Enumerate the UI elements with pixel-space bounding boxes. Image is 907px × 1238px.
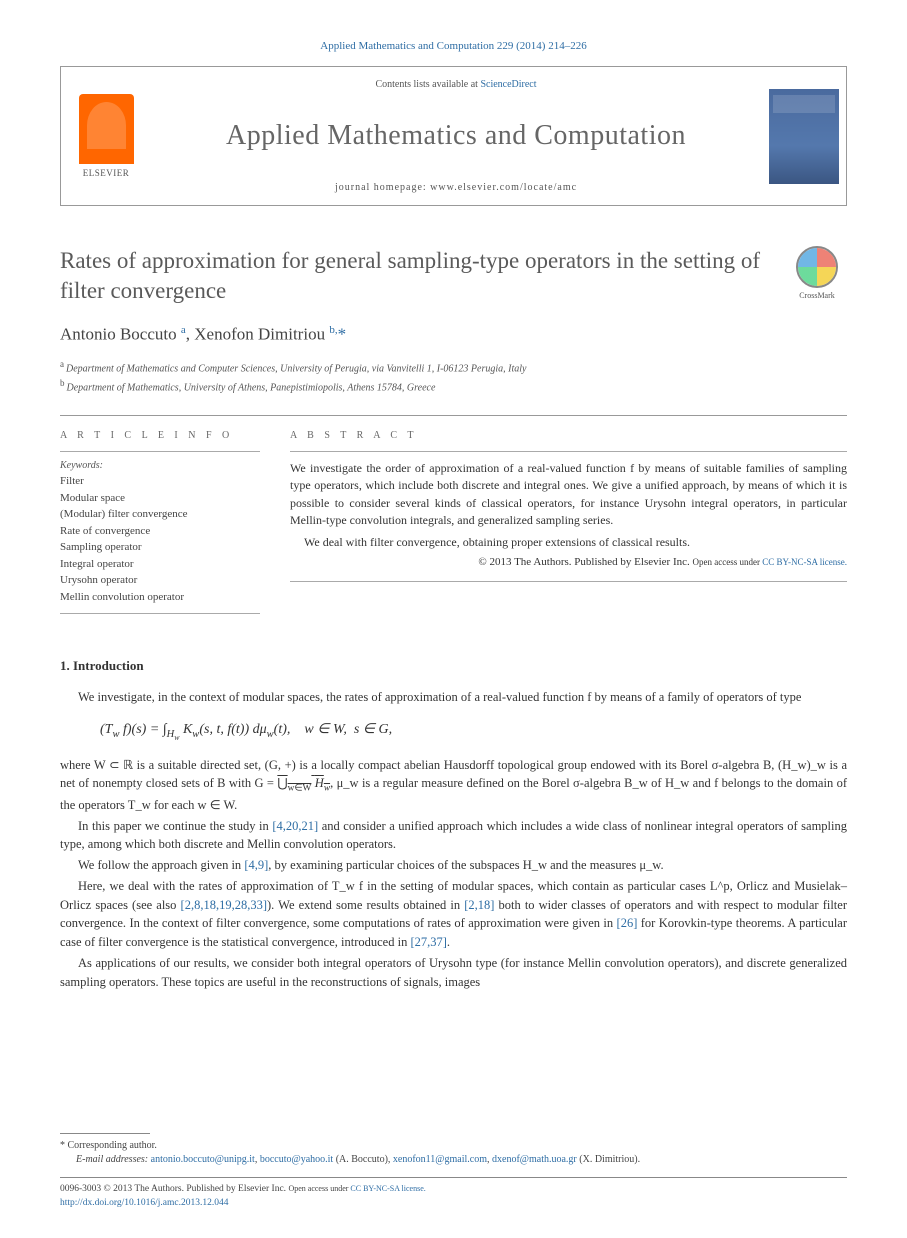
homepage-label: journal homepage: <box>335 182 430 193</box>
ref-4-9[interactable]: [4,9] <box>244 858 268 872</box>
ref-4-20-21[interactable]: [4,20,21] <box>272 819 318 833</box>
intro-p6: As applications of our results, we consi… <box>60 954 847 992</box>
journal-name: Applied Mathematics and Computation <box>161 120 751 152</box>
p5e: . <box>447 935 450 949</box>
aff-sup-b: b <box>60 378 65 388</box>
aff-text-a: Department of Mathematics and Computer S… <box>66 364 526 375</box>
corresponding-author: * Corresponding author. <box>60 1140 847 1151</box>
abstract-p1: We investigate the order of approximatio… <box>290 460 847 530</box>
divider <box>60 415 847 416</box>
intro-p1: We investigate, in the context of modula… <box>60 688 847 707</box>
footnote-rule <box>60 1133 150 1134</box>
open-access-footer: Open access under <box>288 1184 350 1193</box>
abstract-copyright: © 2013 The Authors. Published by Elsevie… <box>290 555 847 571</box>
info-divider-bottom <box>60 613 260 614</box>
intro-p3: In this paper we continue the study in [… <box>60 817 847 855</box>
abstract: A B S T R A C T We investigate the order… <box>290 430 847 622</box>
open-access-label: Open access under <box>693 557 763 567</box>
intro-p4: We follow the approach given in [4,9], b… <box>60 856 847 875</box>
elsevier-logo: ELSEVIER <box>61 67 151 205</box>
keywords-heading: Keywords: <box>60 460 260 471</box>
ref-26[interactable]: [26] <box>617 916 638 930</box>
ref-27-37[interactable]: [27,37] <box>410 935 446 949</box>
section-introduction: 1. Introduction We investigate, in the c… <box>60 658 847 991</box>
emails-label: E-mail addresses: <box>76 1154 151 1165</box>
email-4[interactable]: dxenof@math.uoa.gr <box>492 1154 577 1165</box>
article-title: Rates of approximation for general sampl… <box>60 246 787 306</box>
abstract-text: We investigate the order of approximatio… <box>290 460 847 571</box>
p3a: In this paper we continue the study in <box>78 819 272 833</box>
copyright-block: 0096-3003 © 2013 The Authors. Published … <box>60 1183 847 1210</box>
affiliation-b: bDepartment of Mathematics, University o… <box>60 377 847 395</box>
p4b: , by examining particular choices of the… <box>268 858 663 872</box>
keywords-list: FilterModular space(Modular) filter conv… <box>60 473 260 605</box>
footer: * Corresponding author. E-mail addresses… <box>60 1133 847 1210</box>
citation-line: Applied Mathematics and Computation 229 … <box>60 40 847 52</box>
affiliations: aDepartment of Mathematics and Computer … <box>60 358 847 395</box>
doi-link[interactable]: http://dx.doi.org/10.1016/j.amc.2013.12.… <box>60 1198 228 1208</box>
ref-2-8-18-19-28-33[interactable]: [2,8,18,19,28,33] <box>181 898 267 912</box>
abstract-divider-bottom <box>290 581 847 582</box>
authors: Antonio Boccuto a, Xenofon Dimitriou b,* <box>60 324 847 345</box>
issn-copyright: 0096-3003 © 2013 The Authors. Published … <box>60 1184 286 1194</box>
p5b: ). We extend some results obtained in <box>267 898 464 912</box>
contents-prefix: Contents lists available at <box>375 79 480 90</box>
formula-operator: (Tw f)(s) = ∫Hw Kw(s, t, f(t)) dμw(t), w… <box>100 719 847 744</box>
homepage-url[interactable]: www.elsevier.com/locate/amc <box>430 182 577 193</box>
article-info: A R T I C L E I N F O Keywords: FilterMo… <box>60 430 260 622</box>
aff-sup-a: a <box>60 359 64 369</box>
email-addresses: E-mail addresses: antonio.boccuto@unipg.… <box>60 1154 847 1165</box>
contents-available: Contents lists available at ScienceDirec… <box>161 79 751 90</box>
email-2-who: (A. Boccuto), <box>333 1154 393 1165</box>
crossmark-badge[interactable]: CrossMark <box>787 246 847 300</box>
intro-p2: where W ⊂ ℝ is a suitable directed set, … <box>60 756 847 815</box>
info-label: A R T I C L E I N F O <box>60 430 260 441</box>
license-link-footer[interactable]: CC BY-NC-SA license. <box>350 1184 425 1193</box>
cover-image <box>769 89 839 184</box>
doi-value: 10.1016/j.amc.2013.12.044 <box>124 1198 228 1208</box>
header-center: Contents lists available at ScienceDirec… <box>151 67 761 205</box>
union-closure: ⋃w∈W Hw <box>277 776 330 790</box>
journal-homepage: journal homepage: www.elsevier.com/locat… <box>161 182 751 193</box>
footer-rule <box>60 1177 847 1178</box>
ref-2-18[interactable]: [2,18] <box>464 898 494 912</box>
email-2[interactable]: boccuto@yahoo.it <box>260 1154 333 1165</box>
p4a: We follow the approach given in <box>78 858 244 872</box>
intro-p5: Here, we deal with the rates of approxim… <box>60 877 847 952</box>
email-3[interactable]: xenofon11@gmail.com <box>393 1154 487 1165</box>
info-divider <box>60 451 260 452</box>
elsevier-tree-icon <box>79 94 134 164</box>
journal-cover <box>761 67 846 205</box>
license-link[interactable]: CC BY-NC-SA license. <box>762 557 847 567</box>
section-heading: 1. Introduction <box>60 658 847 674</box>
journal-header: ELSEVIER Contents lists available at Sci… <box>60 66 847 206</box>
sciencedirect-link[interactable]: ScienceDirect <box>480 79 536 90</box>
aff-text-b: Department of Mathematics, University of… <box>67 382 436 393</box>
crossmark-icon <box>796 246 838 288</box>
email-4-who: (X. Dimitriou). <box>577 1154 640 1165</box>
abstract-divider <box>290 451 847 452</box>
abstract-label: A B S T R A C T <box>290 430 847 441</box>
copyright-text: © 2013 The Authors. Published by Elsevie… <box>478 556 689 568</box>
affiliation-a: aDepartment of Mathematics and Computer … <box>60 358 847 376</box>
crossmark-label: CrossMark <box>787 291 847 300</box>
email-1[interactable]: antonio.boccuto@unipg.it <box>151 1154 255 1165</box>
elsevier-label: ELSEVIER <box>83 168 130 178</box>
body-text: We investigate, in the context of modula… <box>60 688 847 991</box>
abstract-p2: We deal with filter convergence, obtaini… <box>290 534 847 551</box>
doi-prefix: http://dx.doi.org/ <box>60 1198 124 1208</box>
